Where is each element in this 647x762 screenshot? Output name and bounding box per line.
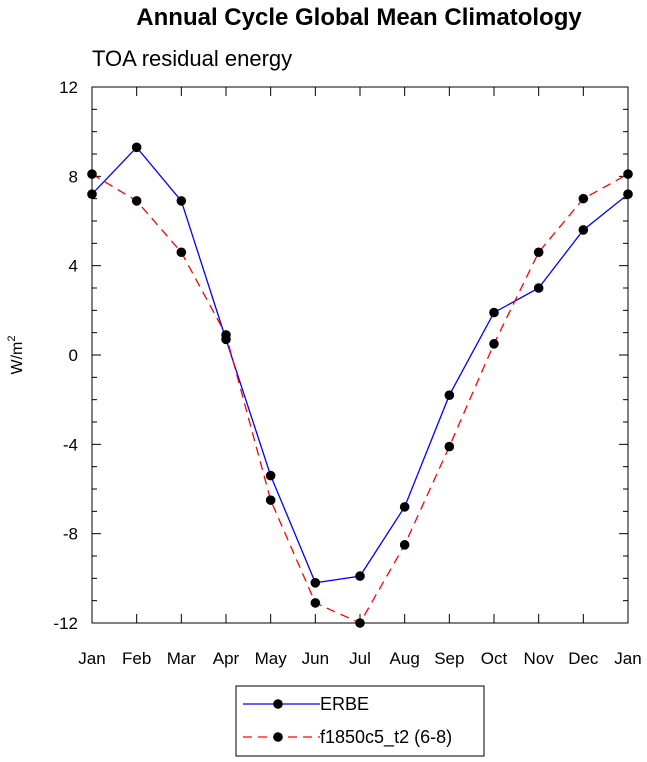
data-point (221, 330, 231, 340)
x-tick-label: Apr (213, 649, 240, 668)
x-tick-label: Jun (302, 649, 329, 668)
legend-marker (273, 732, 283, 742)
x-tick-label: Oct (481, 649, 508, 668)
data-point (265, 470, 276, 481)
data-point (176, 247, 187, 258)
series-1 (87, 142, 633, 588)
y-tick-label: 8 (69, 167, 78, 186)
legend-marker (273, 699, 283, 709)
x-tick-label: Feb (122, 649, 151, 668)
svg-text:W/m2: W/m2 (6, 336, 26, 375)
chart-title: Annual Cycle Global Mean Climatology (136, 4, 582, 31)
data-point (444, 441, 455, 452)
legend-item: f1850c5_t2 (6-8) (243, 727, 452, 748)
data-point (489, 307, 499, 318)
y-axis-label-text: W/m (9, 342, 26, 375)
data-point (131, 196, 142, 206)
y-tick-label: -8 (63, 525, 78, 544)
y-tick-label: 0 (69, 346, 78, 365)
data-point (578, 225, 589, 235)
legend-label: f1850c5_t2 (6-8) (320, 727, 452, 748)
data-point (533, 283, 544, 293)
series-line (91, 146, 629, 584)
data-point (399, 540, 410, 550)
data-point (578, 193, 589, 204)
x-tick-label: Mar (167, 649, 197, 668)
series-layer (87, 142, 633, 628)
data-point (489, 339, 499, 349)
legend-box (235, 685, 485, 757)
x-tick-label: May (255, 649, 288, 668)
y-tick-label: -4 (63, 435, 78, 454)
data-point (265, 495, 276, 505)
legend-item: ERBE (243, 694, 369, 714)
series-2 (87, 169, 633, 628)
data-point (533, 247, 544, 258)
x-tick-label: Nov (524, 649, 555, 668)
y-axis-label: W/m2 (6, 336, 26, 375)
x-tick-label: Jan (614, 649, 641, 668)
x-tick-labels: Jan Feb Mar Apr May Jun Jul Aug Sep Oct Nov Dec Jan (78, 649, 641, 668)
data-point (131, 142, 142, 153)
chart-subtitle: TOA residual energy (92, 46, 292, 71)
x-tick-label: Dec (568, 649, 599, 668)
data-point (399, 502, 410, 512)
data-point (444, 390, 455, 401)
x-tick-label: Sep (434, 649, 464, 668)
x-tick-label: Jul (349, 649, 371, 668)
y-tick-label: -12 (53, 614, 78, 633)
x-tick-label: Jan (78, 649, 105, 668)
y-tick-labels: 12 8 4 0 -4 -8 -12 (53, 78, 78, 633)
data-point (310, 598, 321, 608)
x-tick-label: Aug (390, 649, 420, 668)
legend: ERBE f1850c5_t2 (6-8) (235, 685, 485, 757)
y-tick-label: 12 (59, 78, 78, 97)
axis-ticks (91, 86, 629, 624)
legend-label: ERBE (320, 694, 369, 714)
y-axis-label-superscript: 2 (6, 336, 18, 342)
plot-frame (91, 86, 629, 624)
data-point (310, 578, 321, 588)
data-point (176, 196, 187, 206)
y-tick-label: 4 (69, 257, 78, 276)
series-line (91, 173, 629, 624)
data-point (355, 571, 365, 581)
